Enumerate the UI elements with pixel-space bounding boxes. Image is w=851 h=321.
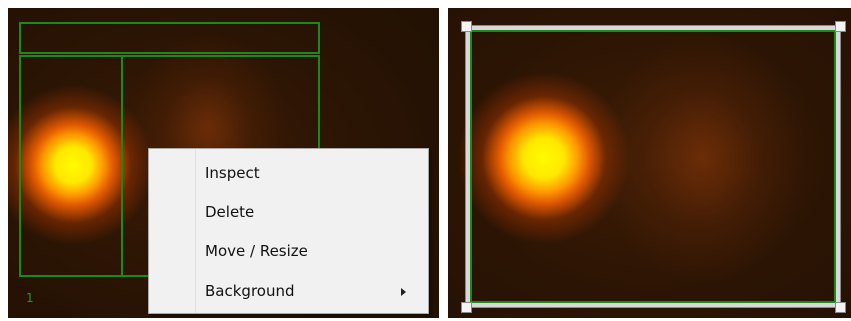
menu-item-move-resize[interactable]: Move / Resize	[195, 233, 426, 269]
roi-selected[interactable]	[470, 30, 836, 303]
resize-handle-bottom-left[interactable]	[461, 302, 472, 313]
menu-item-label: Background	[205, 282, 295, 300]
roi-left-cell[interactable]	[19, 55, 123, 277]
menu-item-label: Inspect	[205, 164, 260, 182]
menu-item-delete[interactable]: Delete	[195, 194, 426, 230]
resize-frame[interactable]	[466, 26, 840, 307]
menu-icon-gutter	[149, 149, 196, 313]
resize-handle-bottom-right[interactable]	[835, 302, 846, 313]
resize-handle-top-right[interactable]	[835, 21, 846, 32]
submenu-arrow-icon	[401, 288, 406, 296]
image-panel-right[interactable]	[448, 8, 851, 318]
menu-item-label: Delete	[205, 203, 255, 221]
roi-number-label: 1	[26, 291, 34, 305]
resize-handle-top-left[interactable]	[461, 21, 472, 32]
context-menu: Inspect Delete Move / Resize Background	[148, 148, 429, 314]
roi-top-strip[interactable]	[19, 22, 320, 54]
menu-item-label: Move / Resize	[205, 242, 308, 260]
menu-item-inspect[interactable]: Inspect	[195, 155, 426, 191]
menu-item-background[interactable]: Background	[195, 273, 426, 309]
